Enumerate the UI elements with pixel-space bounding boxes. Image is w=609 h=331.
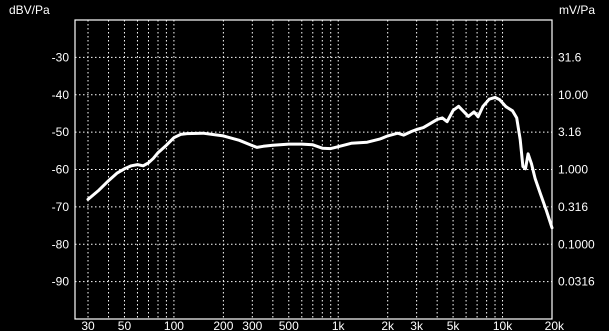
left-tick-label: -70 — [52, 200, 70, 214]
left-tick-label: -80 — [52, 237, 70, 251]
x-tick-label: 10k — [493, 319, 513, 331]
right-tick-label: 10.00 — [558, 88, 588, 102]
x-tick-label: 30 — [81, 319, 95, 331]
x-tick-label: 300 — [242, 319, 262, 331]
left-axis-unit-label: dBV/Pa — [9, 3, 50, 17]
x-tick-label: 2k — [381, 319, 395, 331]
plot-frame — [74, 19, 553, 320]
right-y-tick-labels: 31.6 10.00 3.16 1.000 0.316 0.1000 0.0316 — [558, 50, 595, 288]
right-tick-label: 3.16 — [558, 125, 582, 139]
grid — [75, 20, 552, 319]
left-tick-label: -40 — [52, 88, 70, 102]
right-tick-label: 31.6 — [558, 50, 582, 64]
response-curve-line — [86, 95, 554, 230]
left-tick-label: -30 — [52, 50, 70, 64]
x-tick-label: 500 — [279, 319, 299, 331]
x-tick-label: 20k — [545, 319, 565, 331]
left-tick-label: -50 — [52, 125, 70, 139]
left-y-tick-labels: -30 -40 -50 -60 -70 -80 -90 — [52, 50, 70, 288]
x-tick-label: 50 — [118, 319, 132, 331]
right-tick-label: 1.000 — [558, 163, 588, 177]
x-tick-label: 100 — [164, 319, 184, 331]
x-tick-label: 200 — [213, 319, 233, 331]
left-tick-label: -90 — [52, 275, 70, 289]
left-tick-label: -60 — [52, 163, 70, 177]
right-axis-unit-label: mV/Pa — [559, 3, 595, 17]
right-tick-label: 0.0316 — [558, 275, 595, 289]
right-tick-label: 0.1000 — [558, 237, 595, 251]
series-layer — [86, 95, 554, 230]
x-tick-label: 3k — [410, 319, 424, 331]
right-tick-label: 0.316 — [558, 200, 588, 214]
x-tick-label: 5k — [447, 319, 461, 331]
x-tick-label: 1k — [332, 319, 346, 331]
x-tick-labels: 30 50 100 200 300 500 1k 2k 3k 5k 10k 20k — [81, 319, 565, 331]
